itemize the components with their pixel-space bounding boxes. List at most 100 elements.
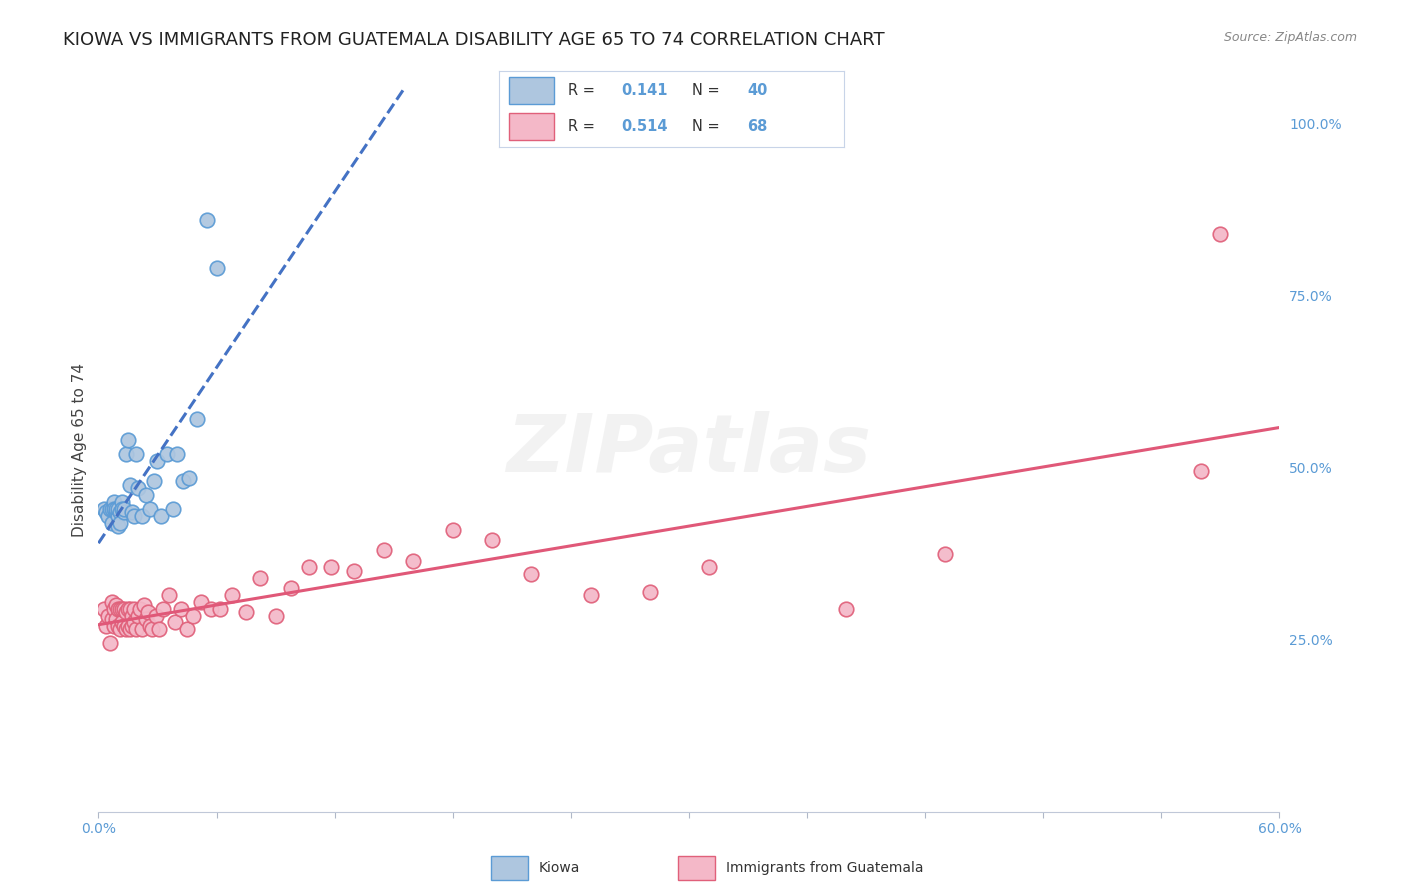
Point xyxy=(98,502,121,516)
Point xyxy=(141,623,163,637)
Point xyxy=(115,447,138,461)
Point xyxy=(264,608,287,623)
Point xyxy=(115,605,138,619)
Point xyxy=(579,588,602,602)
Point xyxy=(103,601,125,615)
Point xyxy=(150,508,173,523)
Point xyxy=(128,601,150,615)
Point xyxy=(138,619,160,633)
Point xyxy=(131,508,153,523)
Point xyxy=(280,581,302,595)
Point xyxy=(118,601,141,615)
Point xyxy=(107,619,129,633)
Point xyxy=(118,478,141,492)
Point xyxy=(298,560,321,574)
Bar xyxy=(491,856,529,880)
Point xyxy=(221,588,243,602)
Point xyxy=(170,601,193,615)
Point xyxy=(118,623,141,637)
Point xyxy=(152,601,174,615)
Point xyxy=(122,615,145,630)
Point xyxy=(98,636,121,650)
Point xyxy=(125,447,148,461)
Text: R =: R = xyxy=(568,119,599,134)
Text: 40: 40 xyxy=(747,83,768,98)
Text: 0.141: 0.141 xyxy=(621,83,668,98)
Point xyxy=(136,605,159,619)
Point xyxy=(157,588,180,602)
Point xyxy=(103,502,125,516)
Point xyxy=(146,454,169,468)
Point xyxy=(97,608,120,623)
Point xyxy=(111,601,134,615)
Point xyxy=(402,553,425,567)
Point xyxy=(117,619,139,633)
Point xyxy=(148,623,170,637)
Point xyxy=(125,623,148,637)
Point xyxy=(135,612,157,626)
Text: N =: N = xyxy=(692,119,724,134)
Point xyxy=(205,261,228,276)
Point xyxy=(121,608,143,623)
Y-axis label: Disability Age 65 to 74: Disability Age 65 to 74 xyxy=(72,363,87,538)
Point xyxy=(343,564,366,578)
Point xyxy=(481,533,503,547)
Point xyxy=(638,584,661,599)
Point xyxy=(249,571,271,585)
Point xyxy=(117,433,139,447)
Point xyxy=(441,523,464,537)
Point xyxy=(112,619,135,633)
Point xyxy=(127,481,149,495)
Bar xyxy=(509,78,554,104)
Point xyxy=(209,601,232,615)
Point xyxy=(177,471,200,485)
Point xyxy=(131,623,153,637)
Point xyxy=(111,495,134,509)
Text: 68: 68 xyxy=(747,119,768,134)
Point xyxy=(108,516,131,530)
Point xyxy=(101,612,124,626)
Text: 0.514: 0.514 xyxy=(621,119,668,134)
Point xyxy=(111,615,134,630)
Point xyxy=(122,508,145,523)
Point xyxy=(934,547,956,561)
Point xyxy=(115,623,138,637)
Point xyxy=(172,475,194,489)
Point xyxy=(520,567,543,582)
Point xyxy=(142,475,165,489)
Point xyxy=(373,543,395,558)
Point xyxy=(235,605,257,619)
Point xyxy=(112,505,135,519)
Point xyxy=(96,505,118,519)
Point xyxy=(105,612,128,626)
Point xyxy=(105,502,128,516)
Point xyxy=(117,601,139,615)
Point xyxy=(1209,227,1232,241)
Point xyxy=(135,488,157,502)
Point xyxy=(186,412,208,426)
Point xyxy=(107,502,129,516)
Point xyxy=(96,619,118,633)
Point xyxy=(697,560,720,574)
Point xyxy=(835,601,858,615)
Point xyxy=(132,599,155,613)
Point xyxy=(190,595,212,609)
Bar xyxy=(678,856,716,880)
Point xyxy=(145,608,167,623)
Point xyxy=(101,595,124,609)
Point xyxy=(112,502,135,516)
Point xyxy=(181,608,204,623)
Point xyxy=(105,505,128,519)
Point xyxy=(97,508,120,523)
Point xyxy=(166,447,188,461)
Text: KIOWA VS IMMIGRANTS FROM GUATEMALA DISABILITY AGE 65 TO 74 CORRELATION CHART: KIOWA VS IMMIGRANTS FROM GUATEMALA DISAB… xyxy=(63,31,884,49)
Point xyxy=(176,623,198,637)
Point xyxy=(195,213,218,227)
Point xyxy=(121,619,143,633)
Point xyxy=(165,615,187,630)
Point xyxy=(101,502,124,516)
Point xyxy=(93,601,115,615)
Point xyxy=(112,601,135,615)
Point xyxy=(103,619,125,633)
Point xyxy=(107,601,129,615)
